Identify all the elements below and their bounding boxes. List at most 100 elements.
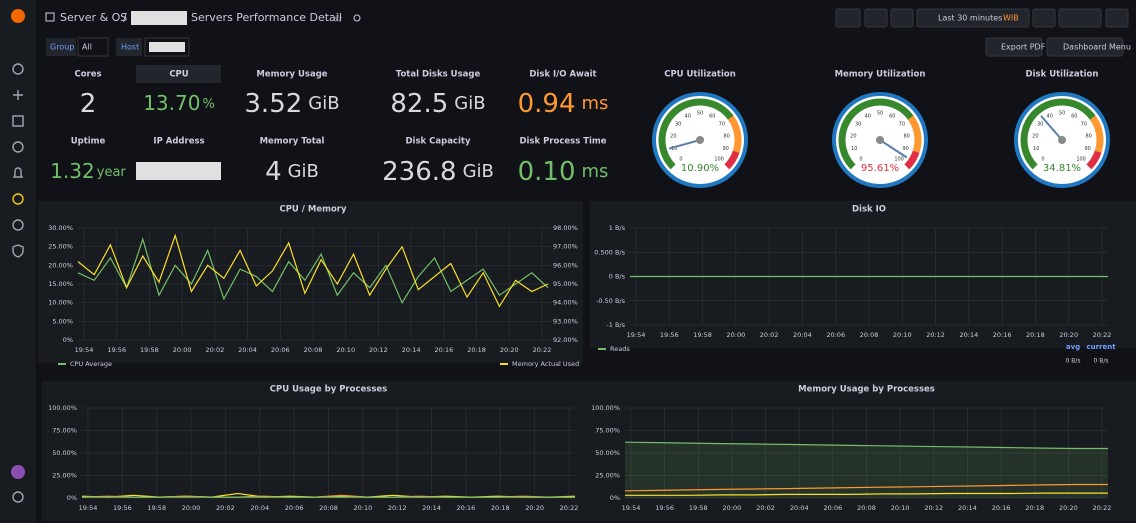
time-range[interactable]: Last 30 minutes [938, 14, 1002, 23]
gauge-title: Disk Utilization [1026, 70, 1099, 80]
gauge-tick: 60 [889, 113, 895, 119]
logo[interactable] [11, 9, 25, 23]
settings[interactable] [890, 8, 914, 28]
series-line [77, 233, 549, 308]
menu-button[interactable] [1046, 37, 1124, 57]
create-icon[interactable] [13, 90, 23, 100]
x-tick-label: 20:00 [182, 504, 201, 512]
value: 1.32 [50, 159, 95, 183]
x-tick-label: 20:22 [1093, 504, 1112, 512]
legend-header: avg [1066, 343, 1080, 351]
legend-label: Reads [610, 345, 630, 353]
gauge-tick: 60 [709, 113, 715, 119]
variable-label [116, 38, 142, 56]
cpu-header [136, 65, 221, 83]
gauge-tick: 50 [877, 111, 883, 117]
x-tick-label: 19:58 [147, 504, 166, 512]
stat-title: Memory Usage [256, 70, 327, 80]
stat-value: 236.8 GiB [382, 157, 494, 187]
separator: / [123, 11, 127, 24]
variable-value[interactable]: All [82, 43, 92, 52]
legend-label: Memory Actual Used [512, 360, 579, 368]
y2-tick-label: 97.00% [553, 243, 578, 251]
y-tick-label: 75.00% [52, 427, 77, 435]
time-picker[interactable] [916, 8, 1030, 28]
zoom-out[interactable] [1032, 8, 1056, 28]
x-tick-label: 20:10 [893, 331, 912, 339]
x-tick-label: 20:14 [402, 346, 421, 354]
y-tick-label: 1 B/s [609, 224, 626, 232]
dashboards-icon[interactable] [12, 115, 24, 127]
panel [590, 201, 1136, 348]
band [658, 98, 734, 170]
dashboard-menu[interactable]: Dashboard Menu [1063, 43, 1131, 52]
x-tick-label: 19:58 [140, 346, 159, 354]
x-tick-label: 20:18 [491, 504, 510, 512]
unit: % [202, 97, 214, 112]
y2-tick-label: 98.00% [553, 224, 578, 232]
add-panel[interactable] [835, 8, 861, 28]
search-icon[interactable] [12, 63, 24, 75]
hub [876, 136, 884, 144]
legend-label: CPU Average [70, 360, 112, 368]
stat-title: Total Disks Usage [396, 70, 481, 80]
needle [879, 139, 908, 159]
export-button[interactable] [985, 37, 1043, 57]
gauge-tick: 50 [1059, 111, 1065, 117]
gauge-value: 34.81% [1043, 163, 1081, 174]
stat-value: 0.94 ms [518, 89, 609, 119]
value: 0.10 [518, 157, 576, 187]
unit: year [97, 165, 127, 180]
alerting-icon[interactable] [12, 167, 24, 178]
explore-icon[interactable] [12, 141, 24, 153]
stat-title: Disk Process Time [519, 137, 606, 147]
gauge-tick: 0 [679, 157, 682, 163]
share-icon[interactable] [353, 14, 361, 22]
stat-title: IP Address [153, 137, 204, 147]
band [838, 98, 914, 170]
tv-mode[interactable] [1105, 8, 1129, 28]
stat-title: CPU [169, 70, 188, 80]
y-tick-label: -0.50 B/s [596, 297, 626, 305]
x-tick-label: 20:08 [860, 331, 879, 339]
settings-icon[interactable] [12, 219, 24, 231]
x-tick-label: 20:02 [216, 504, 235, 512]
gauge-tick: 80 [723, 133, 729, 139]
plugin-icon[interactable] [12, 193, 24, 205]
y2-tick-label: 95.00% [553, 280, 578, 288]
gauge-tick: 60 [1071, 113, 1077, 119]
y-tick-label: 100.00% [591, 404, 620, 412]
series-line [624, 483, 1108, 492]
refresh[interactable] [1058, 8, 1102, 28]
y2-tick-label: 93.00% [553, 317, 578, 325]
x-tick-label: 20:04 [790, 504, 809, 512]
shield-icon[interactable] [12, 244, 24, 258]
gauge-tick: 100 [1076, 157, 1086, 163]
x-tick-label: 19:58 [693, 331, 712, 339]
avatar[interactable] [11, 465, 25, 479]
x-tick-label: 20:10 [336, 346, 355, 354]
x-tick-label: 20:18 [1025, 504, 1044, 512]
help-icon[interactable] [12, 491, 24, 503]
series-line [624, 441, 1108, 450]
x-tick-label: 20:14 [422, 504, 441, 512]
series-line [77, 237, 549, 304]
stat-title: Disk Capacity [406, 137, 471, 147]
variable-select[interactable] [77, 37, 109, 57]
star[interactable]: ☆ [333, 12, 343, 25]
y-tick-label: 20.00% [48, 261, 73, 269]
x-tick-label: 20:18 [467, 346, 486, 354]
stat-value: 1.32 year [50, 159, 126, 183]
folder[interactable]: Server & OS [60, 11, 127, 24]
x-tick-label: 19:54 [75, 346, 94, 354]
gauge-tick: 70 [1081, 122, 1087, 128]
stat-value: 2 [80, 89, 97, 119]
save[interactable] [864, 8, 888, 28]
grid-icon [45, 12, 55, 22]
redacted [131, 11, 187, 25]
timezone: WIB [1003, 14, 1019, 23]
gauge-tick: 20 [850, 133, 856, 139]
gauge-title: CPU Utilization [664, 70, 736, 80]
export-pdf[interactable]: Export PDF [1001, 43, 1046, 52]
x-tick-label: 19:56 [660, 331, 679, 339]
